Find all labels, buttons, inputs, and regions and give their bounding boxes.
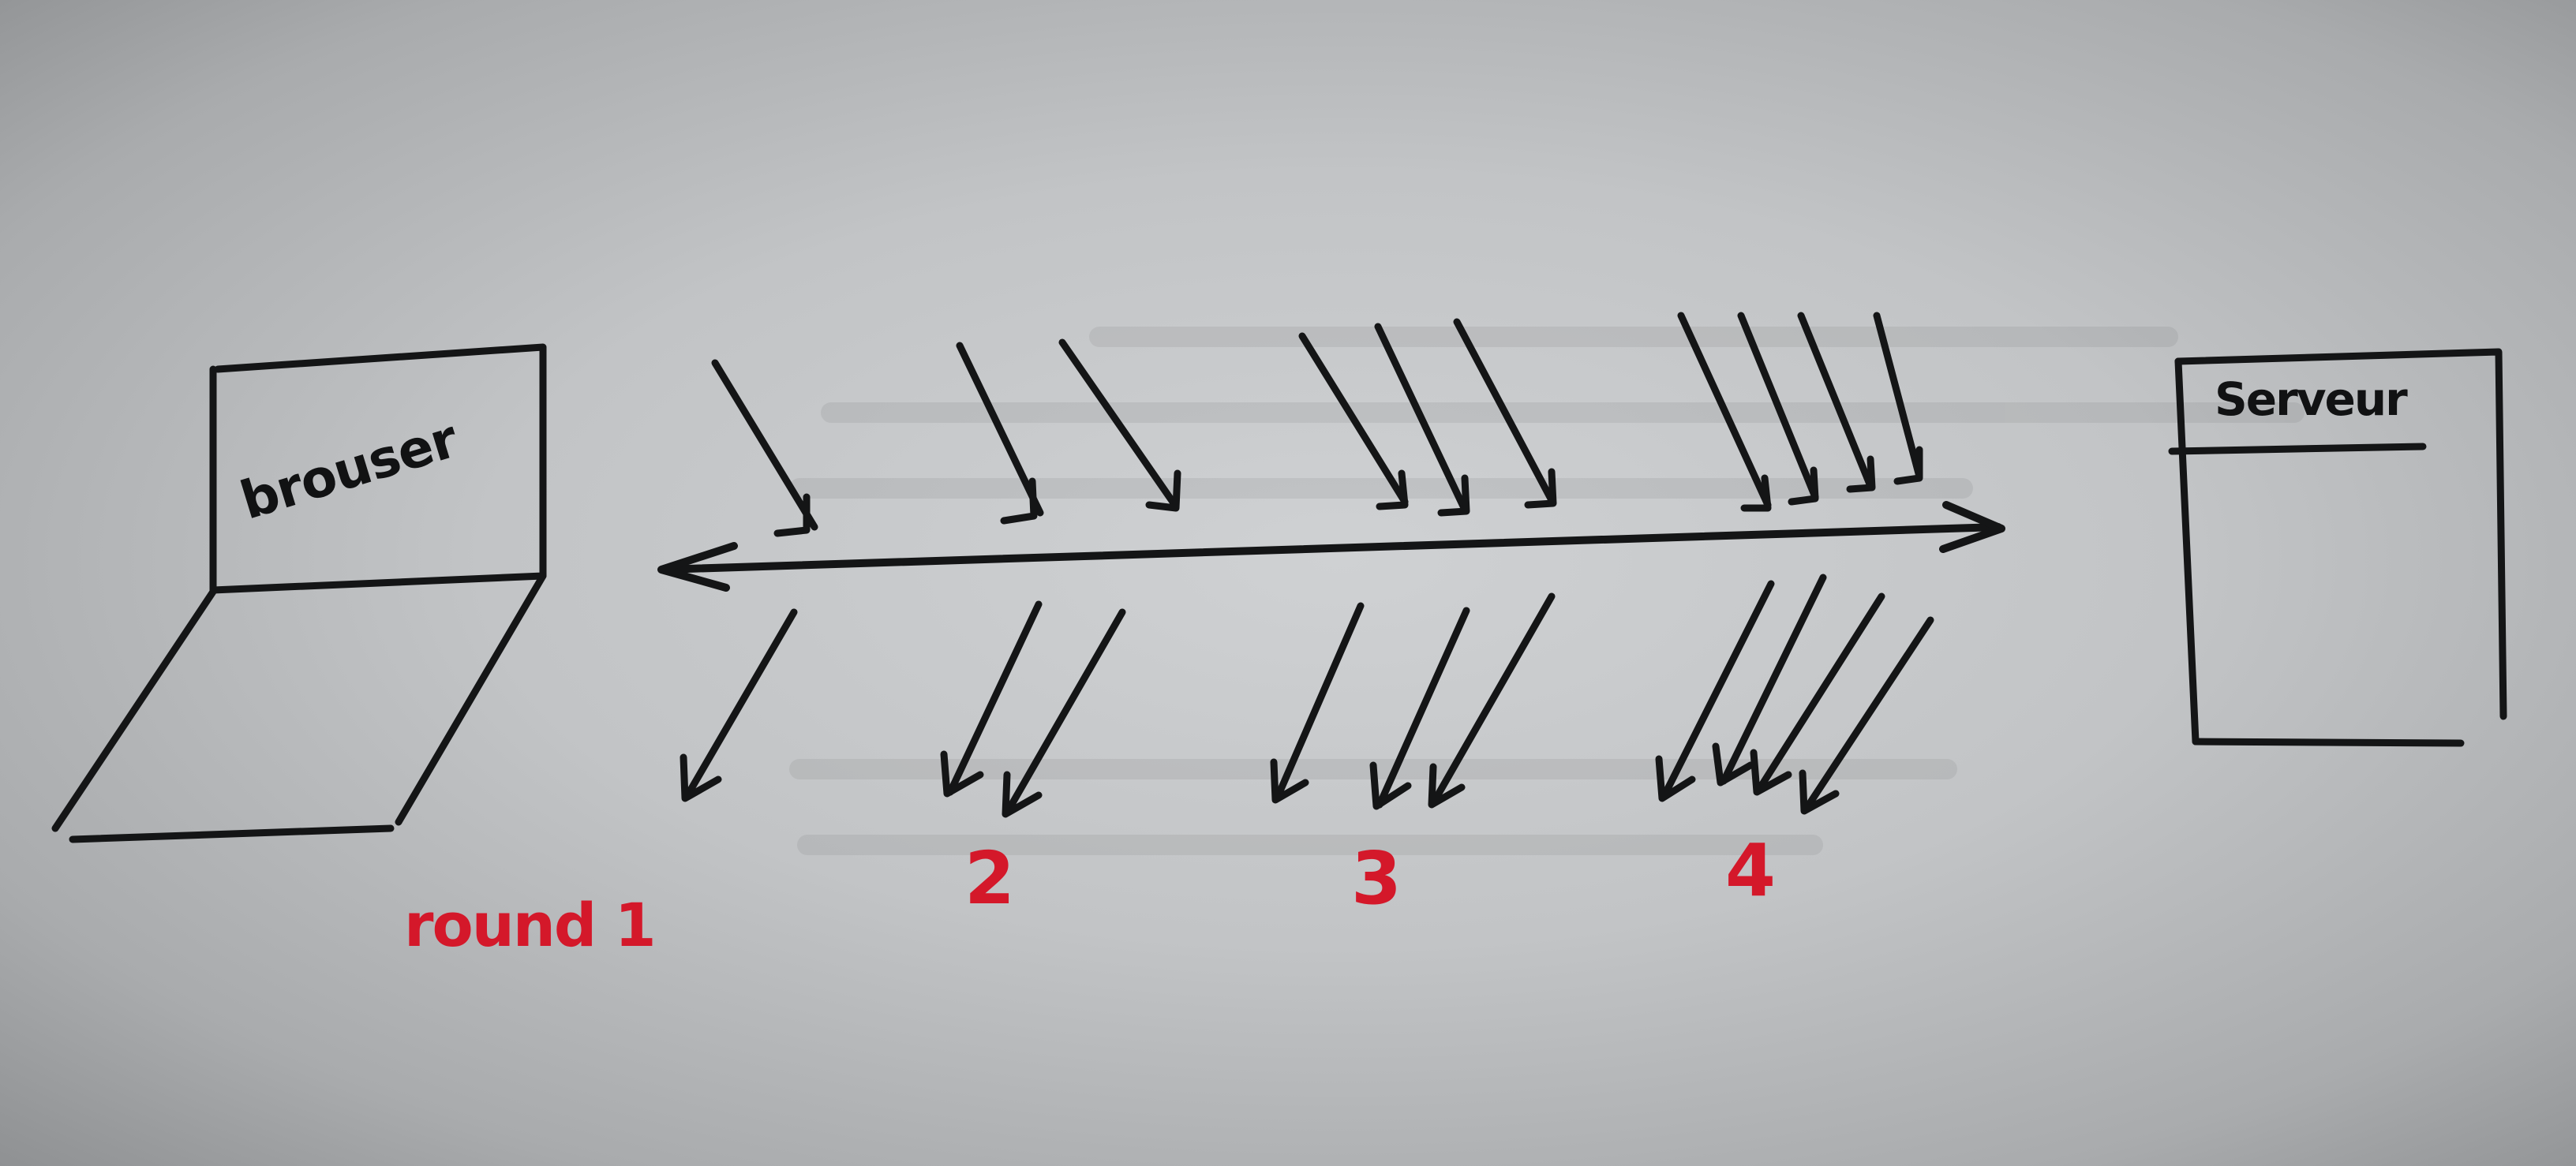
request-arrow (1677, 312, 1772, 512)
request-arrow (711, 359, 818, 537)
request-arrow (1873, 312, 1923, 485)
request-arrow (1737, 312, 1819, 506)
round-label-2: 2 (964, 836, 1015, 921)
request-arrow (1374, 323, 1470, 517)
request-arrows (711, 312, 1923, 537)
server-label: Serveur (2215, 372, 2408, 426)
request-arrow (1797, 312, 1876, 493)
round-label-1: round 1 (404, 890, 657, 960)
response-arrow (680, 608, 798, 802)
laptop-icon (51, 343, 547, 843)
request-arrow (956, 342, 1044, 525)
server-icon (2168, 348, 2507, 747)
timeline-arrow (657, 501, 2005, 592)
response-arrow (1428, 592, 1556, 809)
response-arrow (1270, 602, 1365, 804)
response-arrow (1712, 574, 1827, 787)
request-arrow (1298, 332, 1409, 510)
request-arrow (1453, 318, 1557, 509)
response-arrow (940, 600, 1043, 798)
response-arrow (1655, 580, 1775, 802)
response-arrow (1750, 592, 1885, 796)
response-arrows (680, 574, 1934, 818)
response-arrow (1369, 607, 1470, 810)
round-label-3: 3 (1351, 836, 1402, 921)
response-arrow (1799, 616, 1934, 815)
round-label-4: 4 (1725, 828, 1776, 913)
response-arrow (1002, 608, 1126, 818)
request-arrow (1058, 338, 1181, 512)
